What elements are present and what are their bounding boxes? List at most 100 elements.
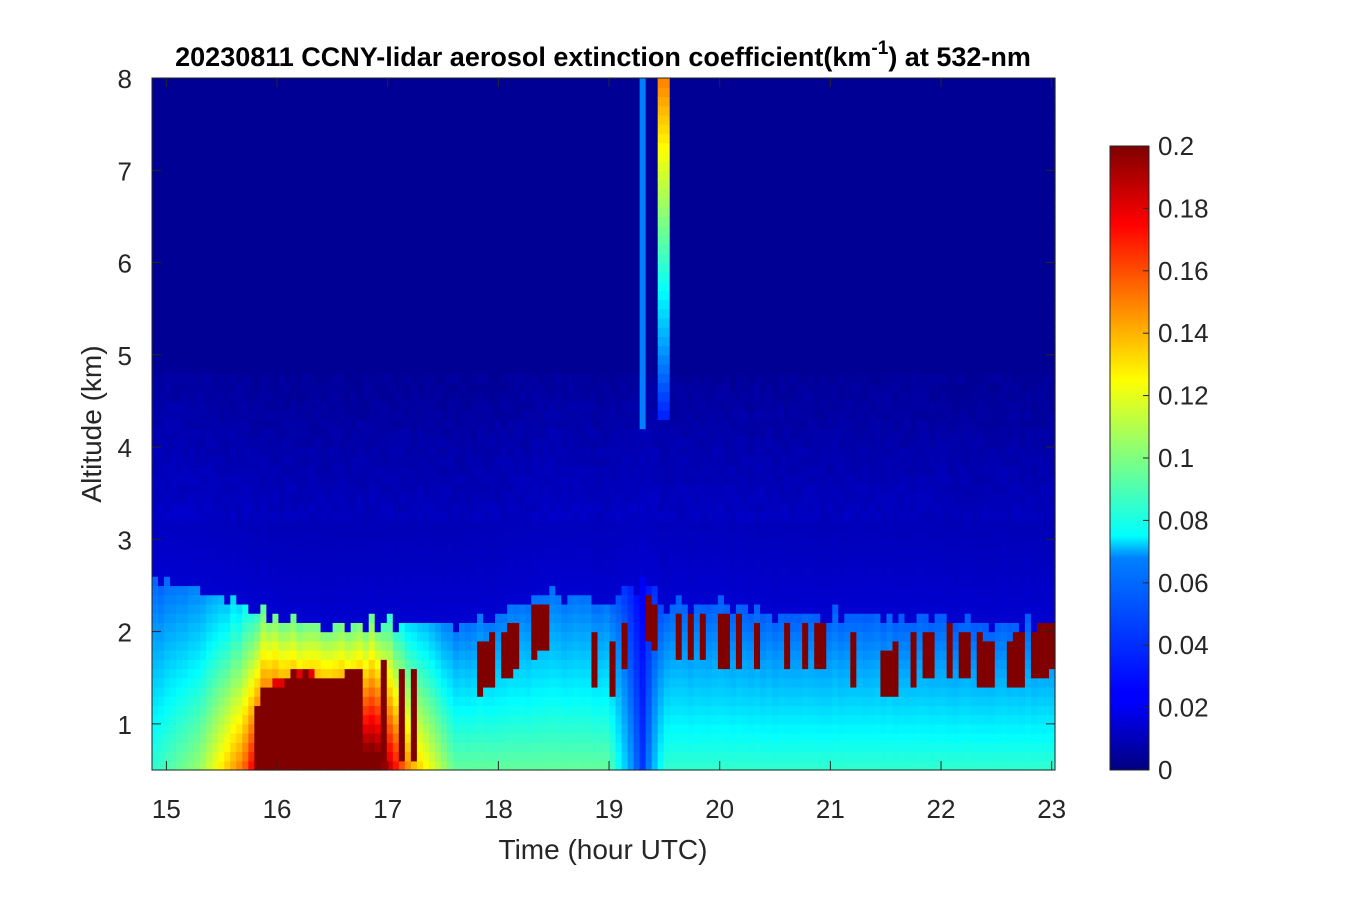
heatmap-cell <box>549 530 556 540</box>
heatmap-cell <box>416 391 424 402</box>
heatmap-cell <box>422 530 430 540</box>
heatmap-cell <box>543 456 550 467</box>
heatmap-cell <box>453 696 460 707</box>
heatmap-cell <box>224 354 231 365</box>
heatmap-cell <box>170 437 177 448</box>
heatmap-cell <box>489 280 496 291</box>
heatmap-cell <box>302 354 310 365</box>
heatmap-cell <box>392 105 400 116</box>
heatmap-cell <box>513 290 520 301</box>
heatmap-cell <box>260 364 267 374</box>
heatmap-cell <box>176 87 183 98</box>
heatmap-cell <box>459 456 466 467</box>
heatmap-cell <box>525 364 532 374</box>
heatmap-cell <box>368 760 376 771</box>
heatmap-cell <box>549 650 556 660</box>
heatmap-cell <box>350 133 358 144</box>
heatmap-cell <box>296 723 304 734</box>
heatmap-cell <box>200 511 207 522</box>
heatmap-cell <box>254 493 261 504</box>
heatmap-cell <box>218 327 225 337</box>
heatmap-cell <box>170 400 177 411</box>
heatmap-cell <box>398 465 406 476</box>
heatmap-cell <box>368 280 376 291</box>
heatmap-cell <box>260 502 267 513</box>
heatmap-cell <box>242 502 249 513</box>
heatmap-cell <box>200 197 207 208</box>
heatmap-cell <box>386 613 394 623</box>
heatmap-cell <box>362 594 370 605</box>
heatmap-cell <box>176 705 183 716</box>
heatmap-cell <box>434 308 442 319</box>
heatmap-cell <box>170 696 177 707</box>
heatmap-cell <box>152 170 159 181</box>
heatmap-cell <box>483 133 490 144</box>
heatmap-cell <box>290 751 298 762</box>
heatmap-cell <box>278 179 286 190</box>
heatmap-cell <box>284 511 292 522</box>
heatmap-cell <box>495 382 502 393</box>
heatmap-cell <box>507 87 514 98</box>
heatmap-cell <box>290 723 298 734</box>
heatmap-cell <box>344 474 352 485</box>
heatmap-cell <box>386 124 394 134</box>
heatmap-cell <box>434 161 442 171</box>
heatmap-cell <box>308 234 316 245</box>
heatmap-cell <box>200 179 207 190</box>
heatmap-cell <box>410 299 418 310</box>
heatmap-cell <box>296 317 304 328</box>
heatmap-cell <box>326 308 334 319</box>
heatmap-cell <box>170 650 177 660</box>
heatmap-cell <box>326 151 334 162</box>
heatmap-cell <box>410 262 418 273</box>
heatmap-cell <box>314 585 322 596</box>
heatmap-cell <box>537 594 544 605</box>
heatmap-cell <box>326 188 334 199</box>
heatmap-cell <box>296 78 304 88</box>
heatmap-cell <box>531 225 538 236</box>
heatmap-cell <box>248 428 255 439</box>
heatmap-cell <box>489 345 496 356</box>
heatmap-cell <box>434 511 442 522</box>
heatmap-cell <box>164 428 171 439</box>
heatmap-cell <box>284 373 292 384</box>
heatmap-cell <box>543 659 550 670</box>
heatmap-cell <box>495 216 502 227</box>
heatmap-cell <box>489 650 496 660</box>
heatmap-cell <box>440 142 448 153</box>
heatmap-cell <box>164 382 171 393</box>
heatmap-cell <box>308 244 316 254</box>
heatmap-cell <box>338 437 346 448</box>
heatmap-cell <box>332 751 340 762</box>
heatmap-cell <box>422 751 430 762</box>
heatmap-cell <box>495 151 502 162</box>
heatmap-cell <box>278 622 286 633</box>
heatmap-cell <box>501 391 508 402</box>
heatmap-cell <box>212 677 219 688</box>
heatmap-cell <box>254 271 261 282</box>
heatmap-cell <box>260 631 267 642</box>
heatmap-cell <box>332 622 340 633</box>
heatmap-cell <box>236 502 243 513</box>
heatmap-cell <box>230 345 237 356</box>
heatmap-cell <box>459 751 466 762</box>
heatmap-cell <box>501 613 508 623</box>
heatmap-cell <box>380 290 388 301</box>
heatmap-cell <box>272 456 280 467</box>
heatmap-cell <box>453 170 460 181</box>
heatmap-cell <box>410 483 418 494</box>
heatmap-cell <box>537 456 544 467</box>
heatmap-cell <box>176 456 183 467</box>
heatmap-cell <box>465 520 472 531</box>
heatmap-cell <box>446 262 454 273</box>
heatmap-cell <box>176 567 183 577</box>
heatmap-cell <box>513 216 520 227</box>
heatmap-cell <box>356 345 364 356</box>
heatmap-cell <box>495 437 502 448</box>
heatmap-cell <box>344 225 352 236</box>
heatmap-cell <box>218 437 225 448</box>
heatmap-cell <box>158 483 165 494</box>
heatmap-cell <box>404 299 412 310</box>
heatmap-cell <box>507 391 514 402</box>
heatmap-cell <box>170 594 177 605</box>
